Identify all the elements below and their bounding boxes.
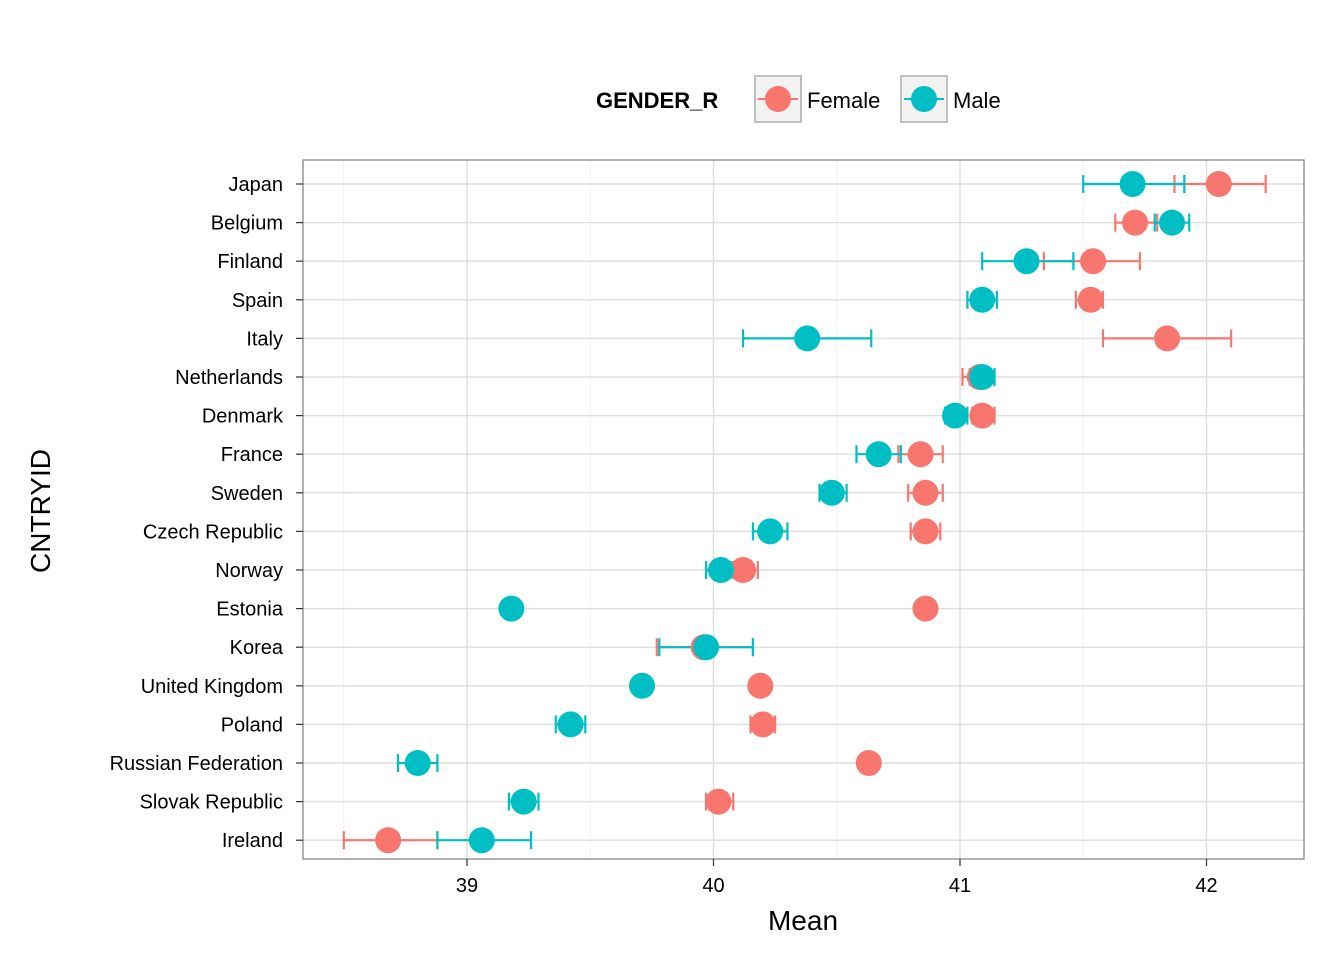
y-axis: Japan Belgium Finland Spain Italy Netherlands… xyxy=(110,174,303,852)
panel-border xyxy=(302,159,1305,860)
legend-label-male: Male xyxy=(953,88,1001,113)
y-tick-label: Denmark xyxy=(202,406,284,428)
point-male xyxy=(510,788,537,815)
y-tick-label: France xyxy=(221,444,283,466)
x-axis-title: Mean xyxy=(768,905,838,936)
point-male xyxy=(1013,248,1040,275)
y-tick-label: Russian Federation xyxy=(110,753,283,775)
y-tick-label: Italy xyxy=(246,328,283,350)
point-male xyxy=(707,557,734,583)
x-axis: 39 40 41 42 xyxy=(456,859,1218,897)
y-tick-label: Korea xyxy=(230,637,284,659)
point-female xyxy=(1205,171,1232,197)
legend-key-female xyxy=(754,75,802,123)
point-female xyxy=(912,595,939,622)
point-female xyxy=(1122,209,1149,236)
point-male xyxy=(1158,209,1185,236)
y-tick-label: Belgium xyxy=(211,213,283,235)
point-female xyxy=(855,750,882,776)
y-tick-label: Ireland xyxy=(222,830,283,852)
point-male xyxy=(942,402,969,429)
point-male xyxy=(557,711,584,738)
point-male xyxy=(468,827,495,854)
y-tick-label: Spain xyxy=(232,290,283,312)
plot-panel xyxy=(303,160,1304,859)
y-tick-label: Czech Republic xyxy=(143,521,283,543)
y-tick-label: Sweden xyxy=(211,483,283,505)
y-axis-title: CNTRYID xyxy=(25,449,56,573)
point-female xyxy=(1077,286,1104,313)
point-female xyxy=(749,711,776,738)
point-female xyxy=(1080,248,1107,275)
legend-key-male xyxy=(900,75,948,123)
y-tick-label: Finland xyxy=(217,251,283,273)
point-female xyxy=(907,441,934,468)
x-tick-label: 39 xyxy=(456,875,478,897)
y-tick-label: Poland xyxy=(221,714,283,736)
y-tick-label: Japan xyxy=(229,174,284,196)
point-male xyxy=(693,634,720,661)
legend-title: GENDER_R xyxy=(596,88,718,113)
point-male xyxy=(969,286,996,313)
y-tick-label: Estonia xyxy=(216,599,284,621)
marks xyxy=(342,171,1267,854)
point-female xyxy=(747,672,774,699)
x-tick-label: 40 xyxy=(702,875,724,897)
point-female xyxy=(730,557,757,583)
x-tick-label: 41 xyxy=(949,875,971,897)
point-female xyxy=(375,827,402,854)
point-male xyxy=(969,364,996,390)
point-female xyxy=(912,518,939,545)
point-female xyxy=(969,402,996,429)
point-female xyxy=(1154,325,1181,352)
y-tick-label: United Kingdom xyxy=(141,676,283,698)
point-male xyxy=(629,672,656,699)
point-female xyxy=(912,479,939,506)
point-female xyxy=(705,788,732,815)
y-tick-label: Slovak Republic xyxy=(140,792,283,814)
y-tick-label: Norway xyxy=(215,560,283,582)
point-male xyxy=(757,518,784,545)
point-male xyxy=(1119,171,1146,197)
point-male xyxy=(794,325,821,352)
point-male xyxy=(404,750,431,776)
point-male xyxy=(498,595,525,622)
legend: GENDER_R Female Male xyxy=(596,75,1001,123)
x-tick-label: 42 xyxy=(1195,875,1217,897)
legend-label-female: Female xyxy=(807,88,880,113)
y-tick-label: Netherlands xyxy=(175,367,283,389)
point-male xyxy=(865,441,892,468)
grid xyxy=(303,160,1304,859)
point-male xyxy=(818,479,845,506)
